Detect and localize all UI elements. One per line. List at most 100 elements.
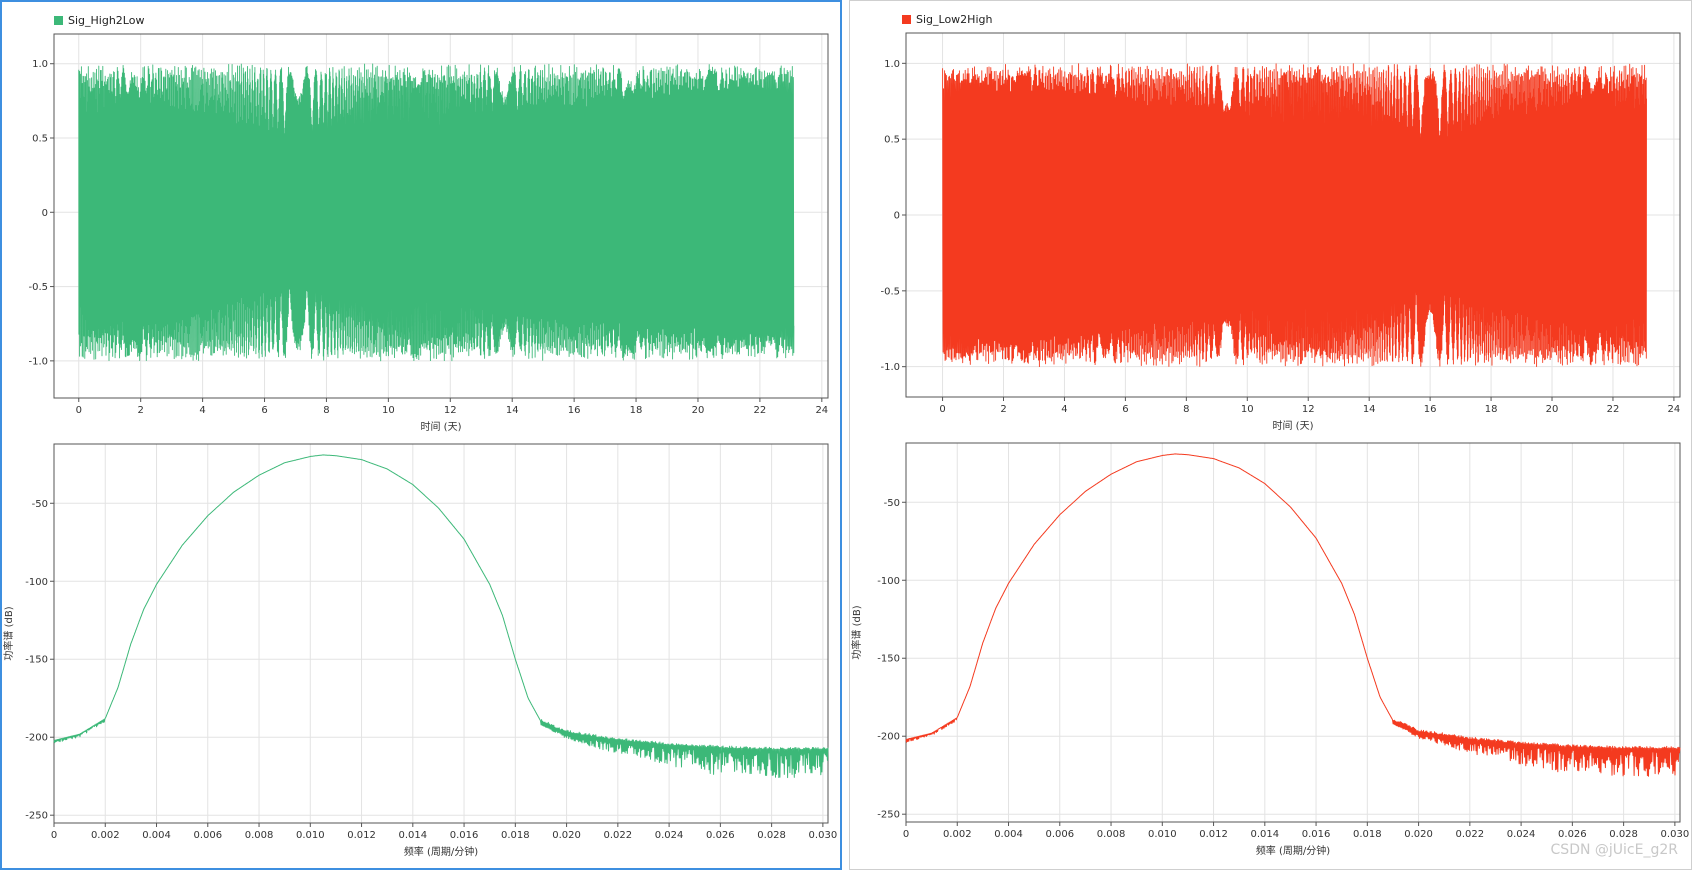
x-tick-label: 0.018 <box>1353 829 1382 840</box>
y-axis-label: 功率谱 (dB) <box>850 605 863 659</box>
x-tick-label: 0.012 <box>347 830 376 841</box>
legend-sig-high2low[interactable]: Sig_High2Low <box>54 14 144 27</box>
x-tick-label: 14 <box>1363 404 1376 415</box>
x-tick-label: 0.014 <box>1250 829 1279 840</box>
x-tick-label: 18 <box>1485 404 1498 415</box>
x-tick-label: 0 <box>51 830 57 841</box>
x-tick-label: 0.010 <box>1148 829 1177 840</box>
x-tick-label: 0.024 <box>1507 829 1536 840</box>
x-tick-label: 0.016 <box>450 830 479 841</box>
x-tick-label: 0.022 <box>604 830 633 841</box>
x-tick-label: 0.020 <box>552 830 581 841</box>
y-tick-label: 0 <box>42 208 48 219</box>
signal-series <box>942 63 1647 368</box>
x-tick-label: 18 <box>630 405 643 416</box>
plot-frame <box>53 33 829 399</box>
y-tick-label: -200 <box>25 733 48 744</box>
x-tick-label: 4 <box>1061 404 1067 415</box>
y-tick-label: -0.5 <box>28 282 48 293</box>
x-tick-label: 22 <box>754 405 767 416</box>
x-tick-label: 16 <box>1424 404 1437 415</box>
legend-swatch <box>902 15 911 24</box>
time-chart-right: 0 2 4 6 8 10 12 14 16 18 20 22 241.00.50-0.5-1.0时间 (… <box>880 32 1681 432</box>
x-tick-label: 0.028 <box>757 830 786 841</box>
x-tick-label: 8 <box>323 405 329 416</box>
x-axis-label: 时间 (天) <box>1273 419 1314 432</box>
x-tick-label: 2 <box>1000 404 1006 415</box>
y-tick-label: -100 <box>877 576 900 587</box>
y-tick-label: -50 <box>32 499 48 510</box>
x-tick-label: 6 <box>261 405 267 416</box>
x-tick-label: 0.012 <box>1199 829 1228 840</box>
x-tick-label: 24 <box>815 405 828 416</box>
x-tick-label: 0.004 <box>994 829 1023 840</box>
x-tick-label: 0.014 <box>398 830 427 841</box>
left-panel: Sig_High2Low 0 2 4 6 8 10 12 14 16 18 20 22 24 1.0 0.5… <box>0 0 842 870</box>
x-tick-label: 0.016 <box>1302 829 1331 840</box>
signal-series <box>78 63 795 362</box>
y-axis-label: 功率谱 (dB) <box>2 606 15 660</box>
x-tick-label: 4 <box>199 405 205 416</box>
y-tick-label: -1.0 <box>28 356 48 367</box>
plot-frame <box>905 442 1681 823</box>
x-tick-label: 0.018 <box>501 830 530 841</box>
x-axis-label: 频率 (周期/分钟) <box>404 845 478 858</box>
x-tick-label: 0.028 <box>1609 829 1638 840</box>
x-tick-label: 0.002 <box>91 830 120 841</box>
y-tick-label: 1.0 <box>32 59 48 70</box>
x-tick-label: 16 <box>568 405 581 416</box>
x-tick-label: 0.006 <box>193 830 222 841</box>
y-tick-label: 0 <box>894 211 900 222</box>
y-tick-label: 0.5 <box>32 134 48 145</box>
x-tick-label: 0.024 <box>655 830 684 841</box>
spectrum-series <box>53 454 829 779</box>
x-tick-label: 0.004 <box>142 830 171 841</box>
x-tick-label: 0.022 <box>1456 829 1485 840</box>
x-tick-label: 8 <box>1183 404 1189 415</box>
y-tick-label: -250 <box>25 811 48 822</box>
time-chart-left: 0 2 4 6 8 10 12 14 16 18 20 22 241.00.50-0.5-1.0时间 (… <box>28 33 829 433</box>
x-tick-label: 0.008 <box>1097 829 1126 840</box>
x-tick-label: 0 <box>939 404 945 415</box>
y-tick-label: 0.5 <box>884 135 900 146</box>
x-axis-label: 时间 (天) <box>421 420 462 433</box>
y-tick-label: -100 <box>25 577 48 588</box>
x-tick-label: 0.008 <box>245 830 274 841</box>
x-tick-label: 0 <box>76 405 82 416</box>
y-tick-label: -150 <box>877 654 900 665</box>
x-tick-label: 2 <box>138 405 144 416</box>
x-tick-label: 24 <box>1668 404 1681 415</box>
y-tick-label: -1.0 <box>880 362 900 373</box>
x-tick-label: 0.010 <box>296 830 325 841</box>
x-tick-label: 0.026 <box>706 830 735 841</box>
x-tick-label: 20 <box>692 405 705 416</box>
legend-label: Sig_High2Low <box>68 14 145 27</box>
legend-swatch <box>54 16 63 25</box>
y-tick-label: -50 <box>884 498 900 509</box>
x-tick-label: 10 <box>1241 404 1254 415</box>
right-panel: Sig_Low2High 0 2 4 6 8 10 12 14 16 18 20 22 24 1.0 0.5… <box>849 0 1692 870</box>
y-tick-label: 1.0 <box>884 59 900 70</box>
plot-frame <box>53 443 829 824</box>
legend-label: Sig_Low2High <box>916 13 993 26</box>
x-tick-label: 0 <box>903 829 909 840</box>
x-tick-label: 0.002 <box>943 829 972 840</box>
x-tick-label: 0.020 <box>1404 829 1433 840</box>
x-tick-label: 0.030 <box>809 830 838 841</box>
legend-sig-low2high[interactable]: Sig_Low2High <box>902 13 992 26</box>
x-axis-label: 频率 (周期/分钟) <box>1256 844 1330 857</box>
x-tick-label: 10 <box>382 405 395 416</box>
watermark: CSDN @jUicE_g2R <box>1550 842 1678 858</box>
spectrum-series <box>905 453 1681 777</box>
x-tick-label: 0.006 <box>1045 829 1074 840</box>
x-tick-label: 20 <box>1546 404 1559 415</box>
x-tick-label: 22 <box>1607 404 1620 415</box>
x-tick-label: 0.026 <box>1558 829 1587 840</box>
x-tick-label: 0.030 <box>1661 829 1690 840</box>
y-tick-label: -200 <box>877 732 900 743</box>
x-tick-label: 14 <box>506 405 519 416</box>
x-tick-label: 12 <box>444 405 457 416</box>
y-tick-label: -250 <box>877 810 900 821</box>
y-tick-label: -150 <box>25 655 48 666</box>
x-tick-label: 6 <box>1122 404 1128 415</box>
